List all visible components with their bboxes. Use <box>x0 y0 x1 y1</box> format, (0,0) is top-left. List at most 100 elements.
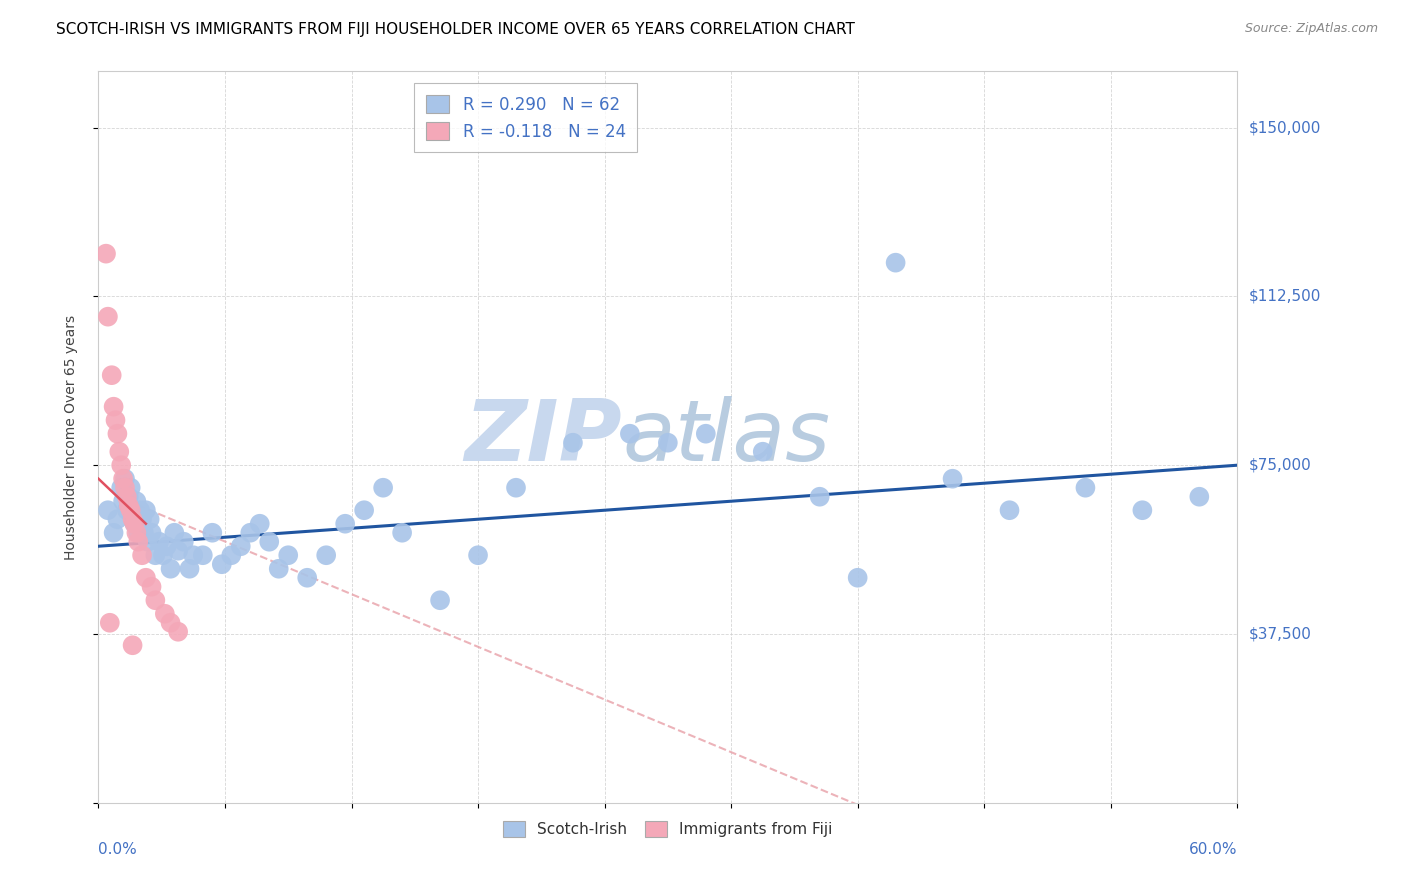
Point <box>1188 490 1211 504</box>
Point <box>695 426 717 441</box>
Point <box>121 503 143 517</box>
Point <box>125 494 148 508</box>
Point <box>315 548 337 562</box>
Point <box>239 525 262 540</box>
Text: $37,500: $37,500 <box>1249 626 1312 641</box>
Point <box>562 435 585 450</box>
Text: SCOTCH-IRISH VS IMMIGRANTS FROM FIJI HOUSEHOLDER INCOME OVER 65 YEARS CORRELATIO: SCOTCH-IRISH VS IMMIGRANTS FROM FIJI HOU… <box>56 22 855 37</box>
Text: Source: ZipAtlas.com: Source: ZipAtlas.com <box>1244 22 1378 36</box>
Point <box>114 472 136 486</box>
Point <box>110 458 132 473</box>
Point <box>1074 481 1097 495</box>
Point <box>124 516 146 531</box>
Y-axis label: Householder Income Over 65 years: Householder Income Over 65 years <box>63 315 77 559</box>
Point <box>97 503 120 517</box>
Point <box>112 472 135 486</box>
Point <box>94 246 117 260</box>
Point <box>267 562 290 576</box>
Point <box>884 255 907 269</box>
Text: $150,000: $150,000 <box>1249 120 1320 135</box>
Point <box>145 548 167 562</box>
Point <box>173 534 195 549</box>
Point <box>131 548 153 562</box>
Point <box>115 503 138 517</box>
Point <box>752 444 775 458</box>
Text: 60.0%: 60.0% <box>1189 842 1237 856</box>
Point <box>148 534 170 549</box>
Point <box>429 593 451 607</box>
Point <box>112 494 135 508</box>
Point <box>221 548 243 562</box>
Text: 0.0%: 0.0% <box>98 842 138 856</box>
Point <box>125 525 148 540</box>
Point <box>211 558 233 572</box>
Point <box>135 571 157 585</box>
Point <box>167 624 190 639</box>
Point <box>846 571 869 585</box>
Point <box>120 503 142 517</box>
Legend: Scotch-Irish, Immigrants from Fiji: Scotch-Irish, Immigrants from Fiji <box>495 812 841 847</box>
Point <box>201 525 224 540</box>
Point <box>152 548 174 562</box>
Point <box>120 481 142 495</box>
Point <box>115 490 138 504</box>
Point <box>657 435 679 450</box>
Point <box>163 525 186 540</box>
Point <box>127 534 149 549</box>
Text: atlas: atlas <box>623 395 831 479</box>
Point <box>159 615 181 630</box>
Point <box>179 562 201 576</box>
Point <box>127 525 149 540</box>
Point <box>103 400 125 414</box>
Point <box>124 516 146 531</box>
Point <box>619 426 641 441</box>
Point <box>100 368 122 383</box>
Text: $112,500: $112,500 <box>1249 289 1320 304</box>
Point <box>98 615 121 630</box>
Point <box>129 503 152 517</box>
Point <box>183 548 205 562</box>
Point <box>297 571 319 585</box>
Point <box>131 512 153 526</box>
Point <box>107 512 129 526</box>
Point <box>114 481 136 495</box>
Point <box>121 638 143 652</box>
Point <box>104 413 127 427</box>
Point <box>259 534 281 549</box>
Point <box>159 562 181 576</box>
Point <box>998 503 1021 517</box>
Point <box>1132 503 1154 517</box>
Point <box>110 481 132 495</box>
Point <box>371 481 394 495</box>
Point <box>145 593 167 607</box>
Point <box>107 426 129 441</box>
Point <box>229 539 252 553</box>
Point <box>132 525 155 540</box>
Point <box>505 481 527 495</box>
Point <box>167 543 190 558</box>
Point <box>277 548 299 562</box>
Point <box>335 516 357 531</box>
Point <box>353 503 375 517</box>
Point <box>249 516 271 531</box>
Point <box>141 525 163 540</box>
Point <box>942 472 965 486</box>
Point <box>808 490 831 504</box>
Point <box>121 512 143 526</box>
Point <box>97 310 120 324</box>
Point <box>135 503 157 517</box>
Point <box>153 607 176 621</box>
Point <box>103 525 125 540</box>
Point <box>156 539 179 553</box>
Text: ZIP: ZIP <box>464 395 623 479</box>
Text: $75,000: $75,000 <box>1249 458 1312 473</box>
Point <box>391 525 413 540</box>
Point <box>467 548 489 562</box>
Point <box>118 490 141 504</box>
Point <box>136 534 159 549</box>
Point <box>118 499 141 513</box>
Point <box>108 444 131 458</box>
Point <box>191 548 214 562</box>
Point <box>138 512 160 526</box>
Point <box>141 580 163 594</box>
